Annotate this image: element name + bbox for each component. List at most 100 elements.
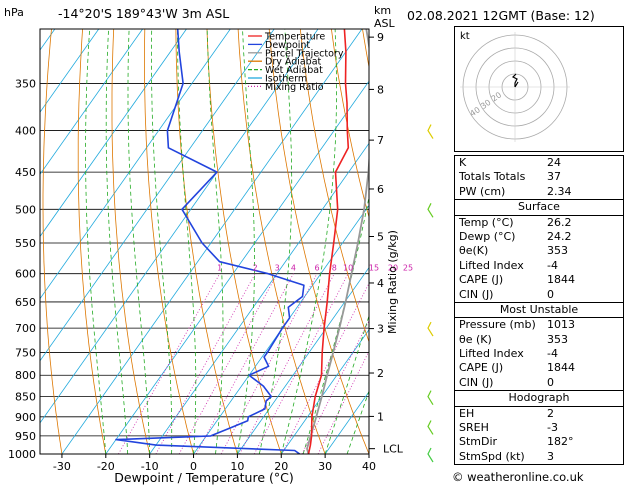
temperature-tick-label: -30 [53, 460, 71, 473]
pressure-tick-label: 450 [15, 166, 36, 179]
dry-adiabat [299, 29, 369, 343]
mixing-ratio-line [253, 273, 349, 454]
temperature-tick-label: 10 [230, 460, 244, 473]
surface-value: 353 [547, 244, 568, 258]
most-unstable-title: Most Unstable [455, 303, 623, 319]
index-row: K 24 [455, 156, 623, 170]
index-row: Totals Totals 37 [455, 170, 623, 184]
wet-adiabat [237, 29, 255, 454]
most-unstable-label: CAPE (J) [459, 361, 504, 375]
km-tick-label: 1 [377, 410, 384, 423]
wind-barb-icon [427, 203, 434, 218]
dry-adiabat [206, 29, 282, 454]
km-tick-label: 9 [377, 31, 384, 44]
km-tick-label: 5 [377, 231, 384, 244]
hodograph-title: Hodograph [455, 391, 623, 407]
km-tick-label: 6 [377, 183, 384, 196]
stability-indices-panel: K 24 Totals Totals 37 PW (cm) 2.34 Surface … [454, 155, 624, 466]
pressure-tick-label: 400 [15, 125, 36, 138]
index-row: PW (cm) 2.34 [455, 185, 623, 199]
km-tick-label: 4 [377, 277, 384, 290]
hodograph-value: 182° [547, 435, 574, 449]
asl-label: ASL [374, 17, 396, 30]
hodograph-label: EH [459, 406, 475, 420]
isotherm [149, 142, 369, 454]
x-axis-label: Dewpoint / Temperature (°C) [114, 470, 293, 485]
pressure-tick-label: 900 [15, 411, 36, 424]
wind-barb-icon [427, 321, 434, 337]
hodograph-ring-label: 30 [479, 98, 493, 111]
most-unstable-row: CAPE (J) 1844 [455, 361, 623, 375]
isotherm [0, 29, 11, 454]
pressure-tick-label: 1000 [8, 448, 36, 461]
surface-value: 1844 [547, 273, 575, 287]
isotherm [237, 266, 369, 454]
wet-adiabat [85, 29, 107, 454]
mixing-ratio-line [155, 273, 256, 454]
dry-adiabat [331, 29, 369, 219]
mixing-ratio-axis-label: Mixing Ratio (g/kg) [386, 230, 399, 334]
hodograph-unit-label: kt [460, 31, 470, 42]
legend-label: Isotherm [265, 74, 307, 85]
mixing-ratio-label: 10 [343, 264, 353, 273]
dry-adiabat [42, 29, 63, 454]
hodograph-plot: kt 20 30 40 [460, 31, 570, 142]
wind-barb-icon [427, 124, 434, 139]
surface-row: CAPE (J) 1844 [455, 273, 623, 287]
dry-adiabat [237, 29, 326, 454]
surface-label: Temp (°C) [459, 215, 514, 229]
legend-label: Dry Adiabat [265, 57, 322, 68]
surface-row: CIN (J) 0 [455, 288, 623, 302]
most-unstable-row: Lifted Index -4 [455, 347, 623, 361]
temperature-tick-label: -10 [141, 460, 159, 473]
surface-title: Surface [455, 200, 623, 216]
pressure-tick-label: 700 [15, 322, 36, 335]
wet-adiabat [324, 314, 369, 454]
hodograph-value: -3 [547, 421, 558, 435]
hodograph-ring-label: 20 [490, 90, 504, 103]
dewpoint-curve [115, 29, 305, 454]
surface-value: 26.2 [547, 215, 572, 229]
temperature-curve [307, 29, 350, 454]
mixing-ratio-line [239, 273, 335, 454]
isotherm [40, 29, 319, 424]
dry-adiabat [144, 29, 194, 454]
isotherm [40, 29, 100, 113]
hodograph-ring-label: 40 [468, 105, 482, 118]
km-tick-label: 7 [377, 134, 384, 147]
mixing-ratio-label: 1 [217, 264, 222, 273]
hodograph-panel: kt 20 30 40 [454, 26, 624, 152]
mixing-ratio-label: 15 [369, 264, 379, 273]
mixing-ratio-label: 8 [332, 264, 337, 273]
wet-adiabat [105, 29, 129, 454]
isotherm [40, 29, 143, 176]
hodograph-row: StmSpd (kt) 3 [455, 450, 623, 464]
legend-label: Parcel Trajectory [265, 48, 344, 59]
lcl-label: LCL [383, 443, 404, 456]
surface-section: Surface Temp (°C) 26.2 Dewp (°C) 24.2 θe(K… [455, 199, 623, 302]
pressure-tick-label: 950 [15, 430, 36, 443]
pressure-tick-label: 350 [15, 77, 36, 90]
hodograph-row: EH 2 [455, 407, 623, 421]
wind-barb-icon [427, 420, 434, 435]
mixing-ratio-label: 6 [314, 264, 319, 273]
isotherm [193, 204, 369, 454]
surface-label: θe(K) [459, 244, 489, 258]
km-tick-label: 8 [377, 83, 384, 96]
mixing-ratio-labels: 1 2 3 4 6 8 10 15 20 25 [217, 264, 413, 273]
wet-adiabat [280, 29, 337, 454]
mixing-ratio-label: 25 [403, 264, 413, 273]
surface-row: Dewp (°C) 24.2 [455, 230, 623, 244]
most-unstable-label: Lifted Index [459, 347, 524, 361]
pressure-tick-label: 500 [15, 203, 36, 216]
most-unstable-label: Pressure (mb) [459, 318, 536, 332]
wet-adiabat [206, 29, 224, 454]
isotherm [61, 29, 363, 454]
mixing-ratio-label: 2 [253, 264, 258, 273]
temperature-tick-label: 0 [190, 460, 197, 473]
diagram-axes: 3504004505005506006507007508008509009501… [8, 31, 404, 473]
mixing-ratio-line [118, 273, 221, 454]
plot-frame [39, 28, 370, 455]
credit-text: © weatheronline.co.uk [452, 470, 584, 484]
